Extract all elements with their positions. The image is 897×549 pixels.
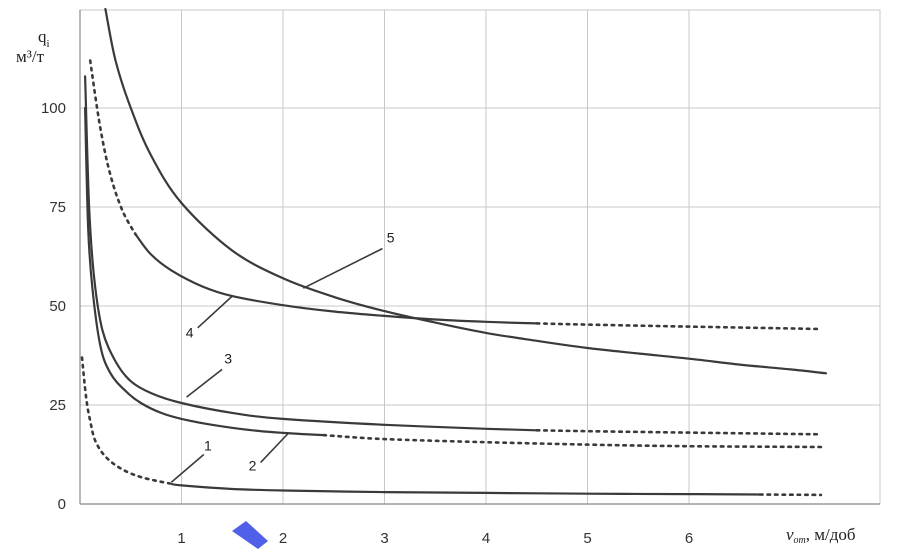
series-3-line bbox=[84, 75, 538, 432]
series-4-line bbox=[134, 233, 538, 325]
series-2-line bbox=[84, 106, 325, 437]
series-4-dotted-end bbox=[535, 322, 823, 331]
y-axis-label: qi bbox=[38, 27, 50, 50]
x-axis-label: vот, м/доб bbox=[786, 525, 856, 546]
curve-label: 3 bbox=[224, 350, 232, 366]
series-2 bbox=[84, 106, 823, 449]
x-tick-label: 4 bbox=[482, 530, 490, 547]
curve-label: 5 bbox=[387, 230, 395, 246]
curve-label: 4 bbox=[186, 325, 194, 341]
x-tick-label: 2 bbox=[279, 530, 287, 547]
series-3 bbox=[84, 75, 823, 436]
x-tick-label: 6 bbox=[685, 530, 693, 547]
cursor-marker-icon bbox=[232, 521, 268, 549]
curve-label-pointer bbox=[170, 453, 205, 483]
curve-label: 2 bbox=[249, 457, 257, 473]
series-1-dotted-start bbox=[80, 356, 171, 485]
y-tick-label: 0 bbox=[58, 496, 66, 513]
curve-labels: 1 2 3 4 5 bbox=[170, 230, 395, 483]
series-3-dotted-end bbox=[535, 429, 823, 436]
curve-label-pointer bbox=[186, 368, 223, 398]
series-5-line bbox=[104, 7, 828, 375]
y-tick-label: 75 bbox=[49, 199, 66, 216]
y-tick-label: 50 bbox=[49, 298, 66, 315]
series-4 bbox=[88, 59, 823, 331]
x-tick-label: 5 bbox=[583, 530, 591, 547]
series-5 bbox=[104, 7, 828, 375]
y-tick-label: 25 bbox=[49, 397, 66, 414]
series-2-dotted-end bbox=[322, 433, 823, 449]
grid bbox=[79, 10, 880, 505]
curve-label-pointer bbox=[260, 432, 289, 463]
y-axis-unit: м³/т bbox=[16, 47, 45, 66]
y-tick-label: 100 bbox=[41, 100, 66, 117]
x-tick-label: 3 bbox=[380, 530, 388, 547]
curve-label-pointer bbox=[197, 295, 233, 329]
x-tick-label: 1 bbox=[177, 530, 185, 547]
curve-label: 1 bbox=[204, 438, 212, 454]
series-1 bbox=[80, 356, 823, 497]
series-1-line bbox=[168, 482, 762, 496]
curve-label-pointer bbox=[302, 247, 383, 289]
series-layer bbox=[80, 7, 828, 497]
